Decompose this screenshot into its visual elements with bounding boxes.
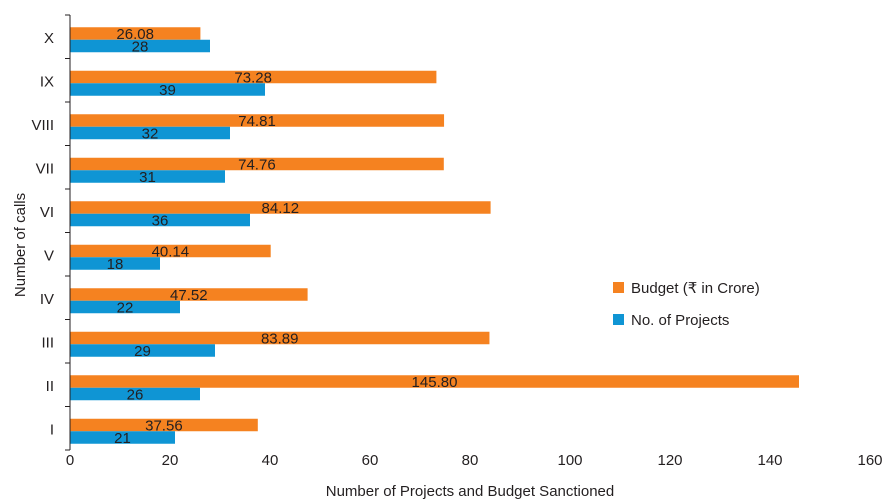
bar-budget-i [70, 418, 258, 432]
bar-projects-iv [70, 300, 180, 314]
data-label-budget-v: 40.14 [152, 243, 190, 260]
legend-label-projects: No. of Projects [631, 312, 729, 329]
category-label-viii: VIII [31, 117, 54, 134]
x-tick-label-60: 60 [362, 452, 379, 469]
bar-projects-viii [70, 126, 230, 140]
bar-budget-x [70, 27, 201, 40]
data-label-budget-viii: 74.81 [238, 113, 276, 130]
data-label-budget-ix: 73.28 [234, 69, 272, 86]
x-tick-label-160: 160 [857, 452, 882, 469]
x-tick-label-140: 140 [757, 452, 782, 469]
category-label-vi: VI [40, 204, 54, 221]
category-label-v: V [44, 247, 54, 264]
bar-budget-ii [70, 375, 799, 388]
x-tick-label-0: 0 [66, 452, 74, 469]
bar-projects-ix [70, 83, 265, 96]
legend-swatch-projects [613, 314, 624, 325]
x-tick-label-20: 20 [162, 452, 179, 469]
legend-label-budget: Budget (₹ in Crore) [631, 280, 760, 297]
data-label-budget-i: 37.56 [145, 417, 183, 434]
x-tick-label-120: 120 [657, 452, 682, 469]
legend: Budget (₹ in Crore) No. of Projects [613, 280, 760, 329]
bar-budget-vi [70, 201, 491, 214]
data-label-projects-ix: 39 [159, 82, 176, 99]
data-label-budget-vi: 84.12 [262, 200, 300, 217]
legend-swatch-budget [613, 282, 624, 293]
x-tick-label-40: 40 [262, 452, 279, 469]
category-label-ii: II [46, 378, 54, 395]
data-label-projects-v: 18 [107, 256, 124, 273]
x-tick-label-100: 100 [557, 452, 582, 469]
bar-budget-ix [70, 70, 437, 84]
category-label-vii: VII [36, 160, 54, 177]
x-tick-label-80: 80 [462, 452, 479, 469]
data-label-projects-iii: 29 [134, 343, 151, 360]
x-axis-title: Number of Projects and Budget Sanctioned [326, 483, 615, 499]
data-label-projects-iv: 22 [117, 299, 134, 316]
data-label-projects-x: 28 [132, 38, 149, 55]
category-label-x: X [44, 30, 54, 47]
bar-projects-x [70, 39, 210, 53]
bar-budget-viii [70, 114, 445, 127]
bar-budget-vii [70, 157, 444, 171]
data-label-budget-vii: 74.76 [238, 156, 276, 173]
bar-projects-iii [70, 344, 215, 357]
data-label-budget-iii: 83.89 [261, 330, 299, 347]
category-label-iii: III [41, 334, 54, 351]
bar-budget-iv [70, 288, 308, 301]
bar-projects-ii [70, 387, 200, 401]
category-label-iv: IV [40, 291, 54, 308]
category-label-i: I [50, 421, 54, 438]
bar-budget-v [70, 244, 271, 258]
data-label-projects-i: 21 [114, 430, 131, 447]
data-label-budget-x: 26.08 [116, 26, 154, 43]
data-label-projects-vi: 36 [152, 212, 169, 229]
bar-projects-i [70, 431, 175, 444]
data-label-projects-viii: 32 [142, 125, 159, 142]
bar-projects-v [70, 257, 160, 270]
data-label-projects-ii: 26 [127, 386, 144, 403]
data-label-budget-ii: 145.80 [412, 374, 458, 391]
bar-budget-iii [70, 331, 490, 345]
data-label-projects-vii: 31 [139, 169, 156, 186]
category-label-ix: IX [40, 73, 54, 90]
y-axis-title: Number of calls [12, 193, 29, 297]
bar-projects-vii [70, 170, 225, 183]
data-label-budget-iv: 47.52 [170, 287, 208, 304]
bar-projects-vi [70, 213, 250, 227]
bars-layer: 37.56 21 145.80 26 83.89 29 47.52 22 40.14 18 84.1… [70, 26, 799, 447]
